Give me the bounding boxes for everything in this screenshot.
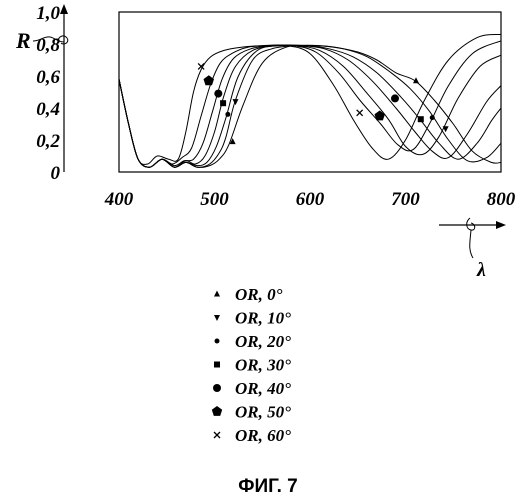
legend-item: OR, 50° — [212, 403, 291, 422]
series-markers — [198, 63, 448, 144]
legend-label: OR, 20° — [235, 332, 291, 351]
data-marker — [357, 110, 363, 116]
x-tick-label: 500 — [200, 189, 229, 210]
legend-marker-icon — [212, 406, 222, 416]
x-axis-label: λ — [476, 259, 486, 281]
legend-item: OR, 10° — [214, 309, 291, 328]
legend-item: OR, 60° — [214, 426, 291, 445]
legend-item: OR, 0° — [214, 285, 283, 304]
legend-label: OR, 60° — [235, 426, 291, 445]
figure-caption: ФИГ. 7 — [238, 476, 297, 497]
legend-item: OR, 30° — [214, 356, 291, 375]
data-marker — [204, 75, 215, 85]
data-marker — [418, 116, 424, 122]
series-line — [119, 34, 501, 164]
x-tick-label: 600 — [296, 189, 325, 210]
legend-label: OR, 50° — [235, 403, 291, 422]
legend-marker — [214, 315, 220, 321]
data-marker — [225, 112, 230, 117]
y-tick-label: 0 — [51, 163, 61, 184]
y-tick-label: 0,4 — [36, 99, 60, 120]
y-tick-label: 0,8 — [36, 35, 60, 56]
y-tick-label: 0,6 — [36, 67, 60, 88]
x-label-leader — [467, 218, 475, 258]
legend-marker-icon — [214, 291, 220, 297]
y-axis-label: R — [15, 28, 31, 53]
series-lines — [119, 34, 501, 167]
y-tick-label: 0,2 — [36, 131, 60, 152]
legend-marker — [214, 432, 220, 438]
legend-marker — [213, 384, 221, 392]
x-tick-label: 800 — [487, 189, 516, 210]
x-tick-label: 700 — [391, 189, 420, 210]
data-marker — [391, 94, 399, 102]
legend-marker-icon — [215, 339, 220, 344]
x-axis-arrow-icon — [496, 221, 506, 229]
legend-item: OR, 20° — [215, 332, 292, 351]
legend-label: OR, 40° — [235, 379, 291, 398]
legend-marker-icon — [213, 384, 221, 392]
legend-marker — [215, 339, 220, 344]
x-tick-labels: 400 500 600 700 800 — [104, 189, 516, 210]
legend-marker — [212, 406, 222, 416]
legend-marker-icon — [214, 432, 220, 438]
data-marker — [233, 99, 239, 105]
legend-marker-icon — [214, 315, 220, 321]
legend-label: OR, 0° — [235, 285, 283, 304]
data-marker — [214, 90, 222, 98]
legend: OR, 0° OR, 10° OR, 20° OR, 30° OR, 40° O… — [212, 285, 291, 445]
legend-marker — [214, 291, 220, 297]
y-axis-arrow-icon — [60, 4, 68, 14]
series-line — [119, 45, 501, 167]
legend-label: OR, 10° — [235, 309, 291, 328]
y-tick-label: 1,0 — [36, 3, 60, 24]
legend-item: OR, 40° — [213, 379, 291, 398]
x-tick-label: 400 — [104, 189, 134, 210]
legend-marker — [214, 362, 220, 368]
y-tick-labels: 0 0,2 0,4 0,6 0,8 1,0 — [36, 3, 60, 184]
data-marker — [430, 115, 435, 120]
legend-marker-icon — [214, 362, 220, 368]
legend-label: OR, 30° — [235, 356, 291, 375]
data-marker — [220, 100, 226, 106]
